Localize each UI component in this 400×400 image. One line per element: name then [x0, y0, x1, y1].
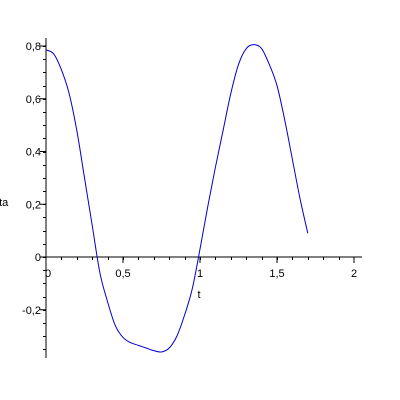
- x-tick-label: 1: [197, 268, 203, 280]
- tick-marks: [40, 45, 355, 350]
- series-line-eta: [45, 44, 309, 353]
- y-axis-label: eta: [0, 197, 9, 209]
- x-tick-label: 0: [45, 268, 51, 280]
- x-axis-label: t: [197, 289, 200, 301]
- y-tick-label: 0,4: [26, 147, 41, 159]
- x-tick-label: 2: [351, 268, 357, 280]
- y-tick-label: -0,2: [22, 305, 41, 317]
- x-tick-label: 0,5: [115, 268, 130, 280]
- tick-labels: 0 0,5 1 1,5 2 -0,2 0 0,2 0,4 0,6 0,8: [22, 41, 357, 317]
- y-tick-label: 0,2: [26, 199, 41, 211]
- y-tick-label: 0,6: [26, 94, 41, 106]
- y-tick-label: 0,8: [26, 41, 41, 53]
- x-tick-label: 1,5: [269, 268, 284, 280]
- y-tick-label: 0: [35, 252, 41, 264]
